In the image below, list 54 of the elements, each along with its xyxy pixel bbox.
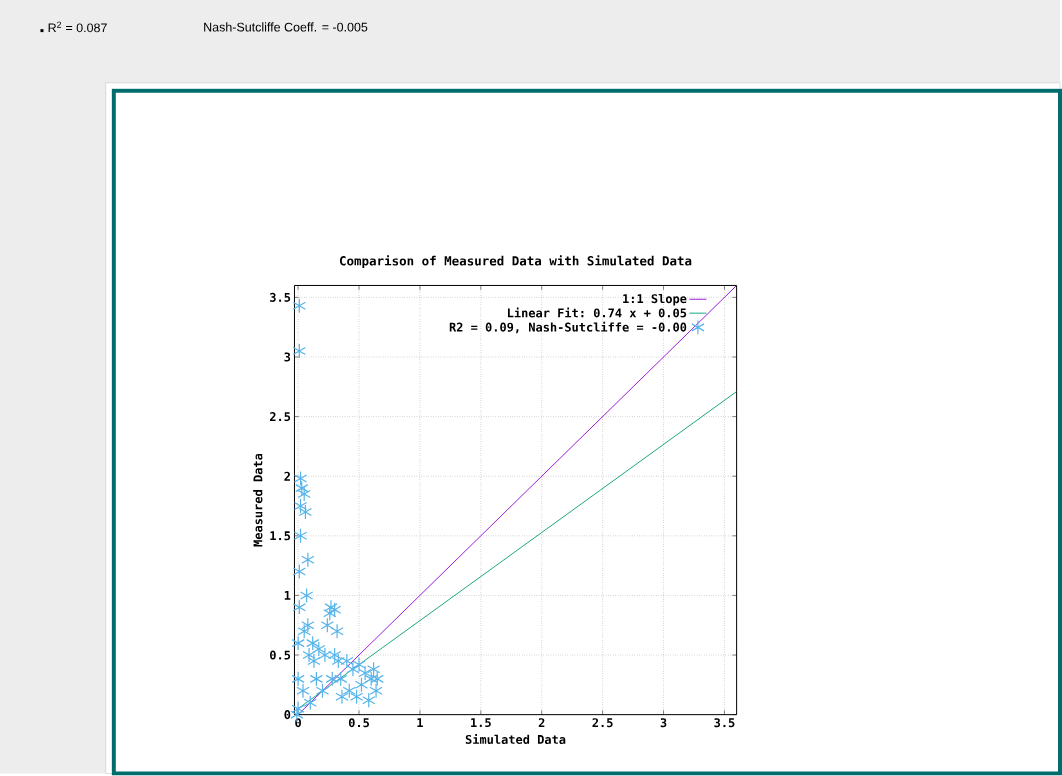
y-tick-label: 2 [284, 472, 290, 481]
point [297, 486, 311, 502]
text: R$^{2}$ = 0.087 [48, 21, 107, 33]
point [299, 588, 314, 604]
point [292, 343, 306, 359]
y-tick-label: 0 [284, 710, 291, 720]
point [302, 647, 316, 663]
point [331, 653, 345, 669]
y-axis-title: Measured Data [253, 454, 263, 547]
point [295, 480, 309, 496]
point [320, 617, 334, 634]
x-tick-label: 2 [538, 718, 545, 728]
x-tick-label: 0 [295, 718, 301, 728]
chart-title: Comparison of Measured Data with Simulated Data [339, 255, 692, 269]
text: Nash-Sutcliffe Coeff. = -0.005 [204, 22, 368, 32]
point [292, 564, 306, 580]
x-axis-title: Simulated Data [465, 734, 566, 745]
point [318, 647, 332, 663]
legend-label: 1:1 Slope [623, 294, 687, 306]
y-tick-label: 2.5 [269, 412, 291, 422]
point [335, 689, 349, 705]
y-tick-label: 3.5 [270, 293, 291, 303]
point [292, 298, 306, 314]
y-tick-label: 1.5 [270, 531, 291, 541]
point [349, 689, 364, 705]
point [301, 617, 315, 634]
point [324, 600, 338, 616]
point [301, 552, 315, 568]
point [330, 623, 344, 640]
legend-label: Linear Fit: 0.74 x + 0.05 [508, 307, 687, 318]
y-tick-label: 0.5 [270, 650, 291, 660]
point [298, 504, 313, 520]
point [291, 635, 305, 651]
point [328, 602, 342, 618]
point [293, 471, 308, 487]
point [292, 600, 306, 616]
x-tick-label: 2.5 [592, 718, 613, 728]
x-tick-label: 3.5 [714, 718, 735, 728]
y-tick-label: 1 [284, 591, 291, 601]
point [293, 528, 308, 544]
point [293, 498, 308, 514]
x-tick-label: 1.5 [471, 718, 491, 728]
point [291, 701, 305, 717]
x-tick-label: 1 [417, 718, 423, 728]
x-tick-label: 3 [660, 718, 667, 728]
point [328, 647, 342, 663]
y-tick-label: 3 [284, 352, 291, 362]
x-tick-label: 0.5 [348, 718, 370, 728]
point [325, 671, 339, 687]
point [362, 692, 376, 709]
legend-label: R2 = 0.09, Nash-Sutcliffe = -0.00 [449, 321, 687, 334]
point [312, 641, 326, 657]
point [307, 653, 321, 669]
point [354, 677, 369, 693]
